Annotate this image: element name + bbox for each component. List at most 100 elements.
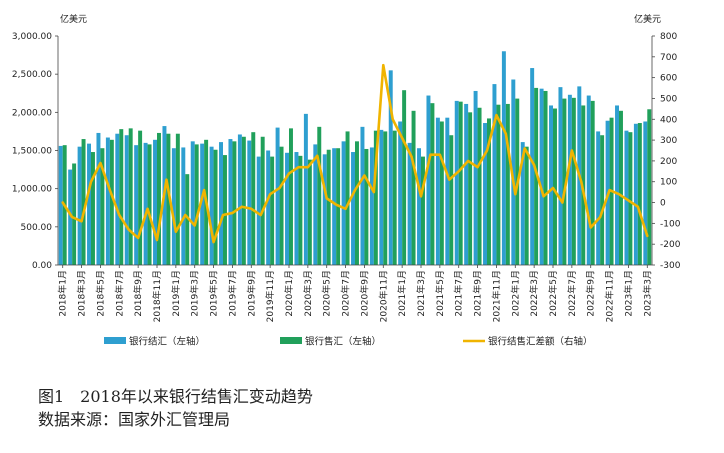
right-tick-label: 300 (660, 136, 677, 146)
bar-sale-2021年11月 (496, 104, 501, 265)
bar-settlement-2018年8月 (124, 135, 129, 265)
x-tick-label: 2018年1月 (57, 270, 69, 317)
x-tick-label: 2020年1月 (283, 270, 295, 317)
x-tick-label: 2018年5月 (94, 270, 106, 317)
right-tick-label: 700 (660, 53, 677, 63)
bar-settlement-2019年8月 (237, 134, 242, 265)
legend-swatch (104, 337, 126, 344)
bar-sale-2021年8月 (468, 112, 473, 265)
bar-sale-2021年3月 (421, 156, 425, 265)
bar-sale-2020年3月 (307, 159, 312, 265)
bar-settlement-2022年4月 (539, 88, 544, 265)
bar-settlement-2019年10月 (256, 156, 261, 265)
legend-swatch (280, 337, 302, 344)
bar-settlement-2020年5月 (322, 154, 327, 265)
bar-settlement-2023年2月 (633, 123, 638, 265)
right-tick-label: 600 (660, 74, 677, 84)
bar-sale-2021年5月 (439, 121, 444, 266)
x-tick-label: 2022年11月 (604, 270, 616, 322)
x-tick-label: 2019年7月 (226, 270, 238, 317)
bar-settlement-2021年10月 (483, 123, 487, 266)
x-tick-label: 2019年11月 (264, 270, 276, 322)
x-tick-label: 2021年9月 (472, 270, 484, 317)
bar-sale-2022年5月 (553, 108, 557, 266)
legend-label: 银行结售汇差额（右轴） (488, 336, 593, 348)
bar-settlement-2018年5月 (96, 132, 101, 265)
bar-sale-2019年3月 (194, 144, 199, 265)
bar-sale-2022年3月 (534, 87, 539, 265)
bar-sale-2020年10月 (373, 130, 378, 265)
bar-settlement-2022年12月 (615, 105, 619, 266)
bar-settlement-2018年11月 (153, 139, 157, 265)
x-tick-label: 2019年9月 (245, 270, 257, 317)
figure-title: 图1 2018年以来银行结售汇变动趋势 (38, 387, 313, 406)
bar-settlement-2019年3月 (190, 141, 195, 265)
bar-sale-2022年7月 (571, 97, 576, 265)
bar-settlement-2021年5月 (435, 117, 440, 266)
bar-settlement-2018年10月 (143, 142, 148, 265)
series-line-net-balance (61, 63, 649, 244)
bar-sale-2020年11月 (383, 131, 388, 265)
series-bars-1 (62, 87, 652, 266)
bar-settlement-2018年6月 (105, 137, 110, 265)
right-tick-label: 100 (660, 178, 677, 188)
bar-sale-2019年1月 (175, 133, 180, 265)
bar-settlement-2021年2月 (407, 142, 412, 265)
x-tick-label: 2023年1月 (622, 270, 634, 317)
bar-settlement-2019年9月 (247, 140, 252, 265)
bar-settlement-2022年1月 (511, 79, 516, 265)
bar-settlement-2020年10月 (369, 147, 374, 265)
bar-sale-2019年9月 (251, 132, 256, 265)
right-tick-label: 500 (660, 94, 677, 104)
bar-sale-2021年1月 (402, 90, 407, 265)
right-tick-label: -300 (660, 261, 681, 271)
x-tick-label: 2023年3月 (641, 270, 653, 317)
right-tick-label: 0 (660, 199, 666, 209)
right-tick-label: 400 (660, 115, 677, 125)
bar-sale-2018年3月 (81, 139, 86, 265)
bar-sale-2019年11月 (270, 156, 275, 265)
x-tick-label: 2021年7月 (453, 270, 465, 317)
legend-item-2: 银行结售汇差额（右轴） (463, 336, 593, 348)
bar-settlement-2018年9月 (134, 145, 139, 265)
x-tick-label: 2019年1月 (170, 270, 182, 317)
data-source: 数据来源：国家外汇管理局 (38, 410, 231, 429)
bar-settlement-2021年1月 (398, 121, 403, 266)
bar-sale-2022年4月 (543, 90, 548, 266)
bar-settlement-2020年6月 (332, 148, 337, 265)
chart: 亿美元 亿美元 0.00 500.00 1,000.00 1,500.00 2,000.… (12, 13, 681, 348)
bar-sale-2020年8月 (355, 141, 359, 265)
bar-settlement-2021年11月 (492, 84, 497, 265)
bar-settlement-2022年5月 (549, 105, 553, 266)
bar-settlement-2019年4月 (200, 143, 205, 265)
bar-settlement-2020年12月 (388, 70, 393, 265)
left-tick-label: 500.00 (21, 223, 53, 233)
bar-settlement-2020年8月 (351, 152, 355, 265)
bar-settlement-2019年2月 (181, 147, 186, 265)
x-tick-label: 2020年5月 (321, 270, 333, 317)
bar-settlement-2020年2月 (294, 152, 299, 265)
x-tick-label: 2020年11月 (377, 270, 389, 322)
bar-sale-2020年12月 (392, 130, 397, 265)
bar-settlement-2022年3月 (530, 68, 535, 265)
right-tick-label: 800 (660, 32, 677, 42)
bar-sale-2018年12月 (166, 133, 171, 265)
bar-sale-2018年10月 (147, 144, 152, 265)
bar-sale-2022年6月 (562, 98, 567, 265)
bar-sale-2018年6月 (109, 139, 114, 265)
bar-settlement-2018年3月 (77, 146, 82, 265)
bar-settlement-2020年9月 (360, 126, 365, 265)
bar-settlement-2022年6月 (558, 87, 563, 265)
bar-sale-2020年4月 (317, 126, 322, 265)
bar-sale-2023年2月 (637, 123, 642, 266)
x-tick-label: 2021年5月 (434, 270, 446, 317)
bar-sale-2023年1月 (628, 132, 633, 265)
bar-settlement-2020年1月 (285, 152, 289, 265)
x-tick-label: 2022年3月 (528, 270, 540, 317)
bar-sale-2021年2月 (411, 110, 416, 265)
legend-item-1: 银行售汇（左轴） (280, 336, 381, 348)
x-tick-label: 2022年5月 (547, 270, 559, 317)
bar-settlement-2020年7月 (341, 141, 346, 265)
x-tick-label: 2018年11月 (151, 270, 163, 322)
x-tick-label: 2019年5月 (208, 270, 220, 317)
